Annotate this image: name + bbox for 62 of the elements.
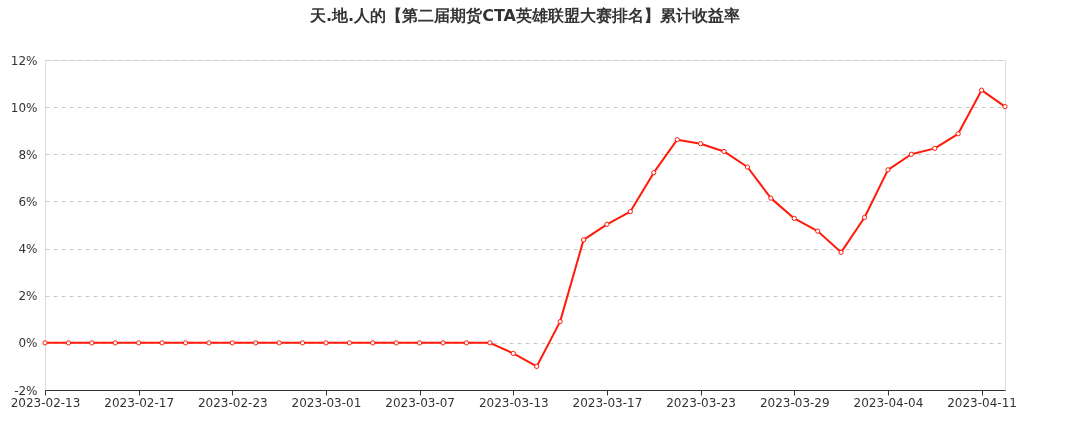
x-tick-label: 2023-03-13 [478,395,549,410]
point [791,215,797,222]
x-tick-label: 2023-02-13 [10,395,81,410]
point [627,208,633,215]
point [463,340,470,346]
y-tick-label: 0% [18,336,38,351]
point [206,340,212,346]
point [182,340,189,346]
point [1002,104,1008,110]
point [721,148,727,155]
y-tick-label: -2% [14,383,38,398]
point [276,340,282,346]
point [487,340,493,346]
point [955,131,961,137]
point [417,340,423,346]
point [978,87,985,93]
point [440,340,446,346]
y-tick-label: 6% [18,194,38,209]
point [112,340,118,346]
x-tick-label: 2023-02-17 [104,395,175,410]
point [323,340,329,346]
point [510,350,516,357]
x-tick-label: 2023-02-23 [197,395,268,410]
point [65,340,72,346]
x-tick-label: 2023-03-17 [572,395,643,410]
y-tick-label: 10% [10,100,38,115]
point [651,170,657,176]
y-tick-label: 4% [18,242,38,257]
point [580,237,587,243]
point [885,167,891,173]
point [838,249,844,255]
point [299,340,306,346]
point [604,221,610,227]
point [674,137,680,143]
point [768,195,774,201]
x-tick-label: 2023-03-29 [759,395,830,410]
point [89,340,95,346]
point [744,164,751,170]
point [159,340,165,346]
y-tick-label: 8% [18,147,38,162]
x-tick-label: 2023-03-07 [385,395,456,410]
point [42,340,48,346]
point [557,319,563,325]
chart-title: 天.地.人的【第二届期货CTA英雄联盟大赛排名】累计收益率 [309,6,740,25]
point [136,340,142,346]
point [370,340,376,346]
x-tick-label: 2023-04-11 [947,395,1017,410]
point [861,214,868,221]
point [253,340,259,346]
y-tick-label: 2% [18,289,38,304]
point [393,340,399,346]
point [229,340,235,346]
x-tick-label: 2023-04-04 [853,395,924,410]
x-tick-label: 2023-03-01 [291,395,362,410]
point [534,363,540,370]
y-tick-label: 12% [10,53,38,68]
point [815,228,821,234]
point [932,145,938,152]
x-tick-label: 2023-03-23 [666,395,736,410]
point [697,141,704,147]
point [908,151,914,157]
point [346,340,353,346]
